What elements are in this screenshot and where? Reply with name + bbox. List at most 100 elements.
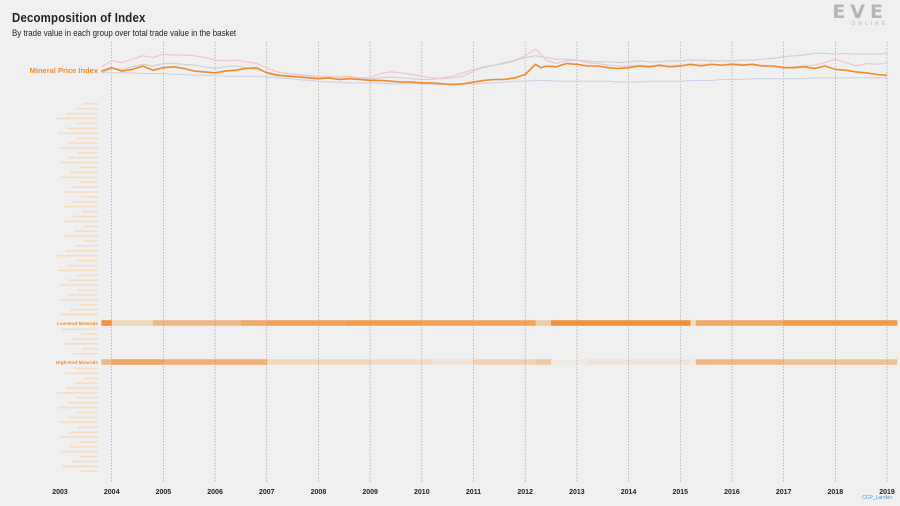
x-tick-label: 2016 xyxy=(724,489,740,496)
faint-row-label xyxy=(57,254,98,257)
faint-row-label xyxy=(71,186,98,188)
heatmap-cell xyxy=(551,320,691,326)
faint-row-label xyxy=(63,205,98,208)
faint-row-label xyxy=(74,230,98,232)
heatmap-row-label: High-End Minerals xyxy=(56,360,98,366)
faint-row-label xyxy=(78,426,98,428)
faint-row-label xyxy=(78,289,98,291)
heatmap-cell xyxy=(695,320,784,326)
faint-row-label xyxy=(76,259,98,262)
faint-row-label xyxy=(58,269,98,272)
faint-row-label xyxy=(75,382,98,384)
heatmap-cell xyxy=(370,359,433,365)
faint-row-label xyxy=(82,210,98,213)
faint-row-label xyxy=(79,166,98,169)
heatmap-cell xyxy=(111,359,164,365)
heatmap-cell xyxy=(587,359,691,365)
logo-subtext: ONLINE xyxy=(851,21,888,27)
faint-row-label xyxy=(80,455,98,458)
heatmap-cell xyxy=(266,320,345,326)
faint-row-label xyxy=(75,107,98,110)
faint-row-label xyxy=(63,343,98,345)
heatmap-cell xyxy=(101,320,112,326)
heatmap-cell xyxy=(690,320,696,326)
faint-row-label xyxy=(66,250,98,252)
series-label-mineral-price-index: Mineral Price Index xyxy=(30,66,99,75)
faint-row-label xyxy=(83,225,98,228)
faint-row-label xyxy=(69,156,98,159)
faint-row-label xyxy=(79,441,98,443)
faint-row-label xyxy=(69,431,98,433)
heatmap-cell xyxy=(344,320,422,326)
faint-row-label xyxy=(81,470,98,473)
heatmap-rows: Low-End Minerals High-End Minerals xyxy=(56,320,898,366)
faint-row-label xyxy=(57,392,98,394)
index-lines xyxy=(101,48,888,86)
faint-row-label xyxy=(77,274,98,277)
faint-row-label xyxy=(76,397,98,399)
faint-row-label xyxy=(62,191,98,193)
faint-row-label xyxy=(67,127,98,130)
faint-row-label xyxy=(60,161,98,164)
faint-row-label xyxy=(66,387,98,389)
heatmap-cell xyxy=(695,359,784,365)
faint-row-label xyxy=(73,215,98,218)
faint-row-label xyxy=(67,401,98,404)
x-tick-label: 2006 xyxy=(207,489,223,496)
heatmap-cell xyxy=(163,359,267,365)
faint-row-label xyxy=(71,460,98,463)
faint-row-label xyxy=(57,117,98,120)
heatmap-cell xyxy=(783,320,898,326)
heatmap-cell xyxy=(240,320,267,326)
faint-row-label xyxy=(84,240,98,242)
faint-row-label xyxy=(64,220,98,223)
faint-row-label xyxy=(62,465,98,468)
faint-row-label xyxy=(72,201,98,203)
faint-row-labels xyxy=(57,103,98,473)
x-tick-label: 2009 xyxy=(362,489,378,496)
faint-row-label xyxy=(82,348,98,350)
faint-row-label xyxy=(66,112,98,115)
x-tick-label: 2017 xyxy=(776,489,792,496)
heatmap-cell xyxy=(473,359,536,365)
x-axis-ticks: 2003 2004 2005 2006 2007 2008 2009 2010 2011 2012… xyxy=(52,489,895,496)
heatmap-cell xyxy=(535,320,552,326)
faint-row-label xyxy=(75,245,98,247)
heatmap-cell xyxy=(783,359,898,365)
faint-row-label xyxy=(59,147,98,149)
faint-row-label xyxy=(79,303,98,306)
faint-row-label xyxy=(62,328,98,330)
faint-row-label xyxy=(74,367,98,370)
faint-row-label xyxy=(60,436,98,438)
faint-row-label xyxy=(61,176,98,179)
x-tick-label: 2008 xyxy=(311,489,327,496)
x-tick-label: 2014 xyxy=(621,489,637,496)
faint-row-label xyxy=(68,279,98,281)
faint-row-label xyxy=(70,446,98,448)
faint-row-label xyxy=(81,196,98,198)
faint-row-label xyxy=(68,142,98,144)
faint-row-label xyxy=(65,235,98,237)
x-tick-label: 2019 xyxy=(879,489,895,496)
faint-row-label xyxy=(76,122,98,125)
credit-label: CCP_Larrikin xyxy=(862,495,892,501)
faint-row-label xyxy=(69,294,98,296)
faint-row-label xyxy=(78,152,98,154)
x-tick-label: 2015 xyxy=(672,489,688,496)
chart-title: Decomposition of Index xyxy=(12,10,146,25)
chart-subtitle: By trade value in each group over total … xyxy=(12,28,237,38)
faint-row-label xyxy=(65,372,98,375)
x-tick-label: 2003 xyxy=(52,489,68,496)
x-tick-label: 2018 xyxy=(828,489,844,496)
year-gridlines xyxy=(111,42,888,483)
heatmap-cell xyxy=(535,359,552,365)
heatmap-cell xyxy=(153,320,241,326)
x-tick-label: 2004 xyxy=(104,489,120,496)
faint-row-label xyxy=(81,333,98,335)
x-tick-label: 2007 xyxy=(259,489,275,496)
series-line-pink xyxy=(101,48,888,80)
series-line-mineral-price-index xyxy=(101,62,888,86)
heatmap-cell xyxy=(432,359,474,365)
faint-row-label xyxy=(59,421,98,424)
